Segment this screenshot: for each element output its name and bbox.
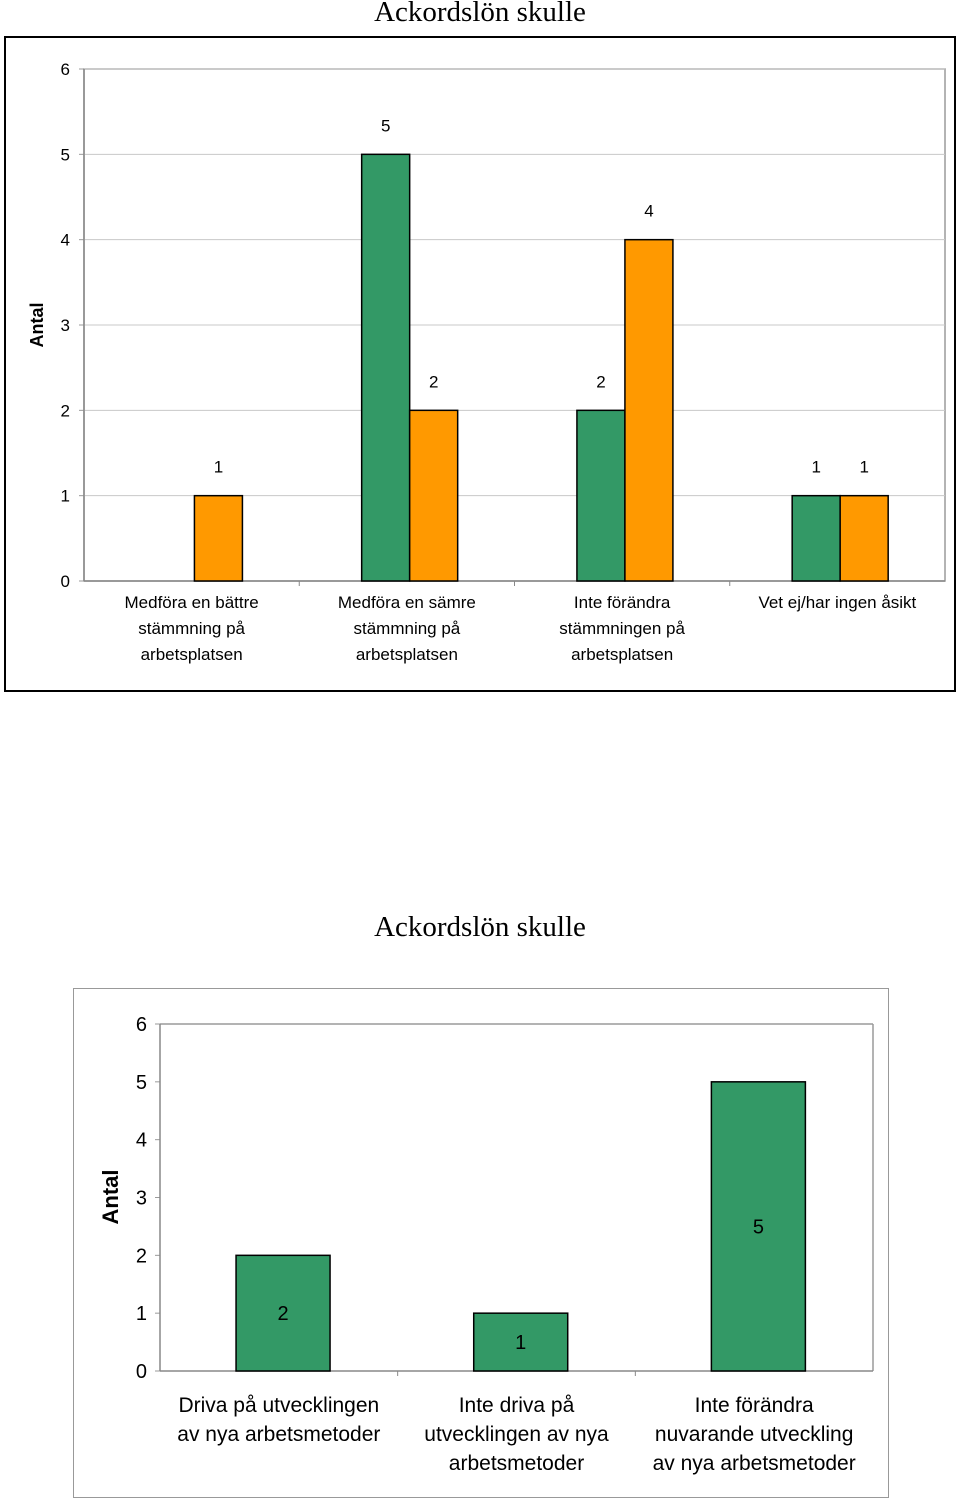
chart-2-y-tick-label: 0 xyxy=(136,1361,147,1383)
chart-1-y-tick-label: 3 xyxy=(61,316,70,335)
chart-1-bar xyxy=(839,494,889,582)
chart-1-y-tick-label: 5 xyxy=(61,145,70,164)
chart-1-bar xyxy=(791,494,841,582)
chart-2-data-label: 5 xyxy=(753,1216,764,1238)
chart-2-y-tick-label: 1 xyxy=(136,1303,147,1325)
chart-1-data-label: 1 xyxy=(214,458,223,477)
chart-2-category-label: Inte förändra xyxy=(695,1394,814,1417)
chart-1-data-label: 2 xyxy=(596,372,605,391)
chart-1-y-tick-label: 2 xyxy=(61,401,70,420)
chart-1-y-axis-label: Antal xyxy=(27,303,47,348)
chart-2-y-axis-label: Antal xyxy=(98,1170,123,1225)
chart-2-category-label: av nya arbetsmetoder xyxy=(177,1423,380,1446)
chart-1-category-label: Inte förändra xyxy=(574,593,671,612)
chart-1-category-label: Vet ej/har ingen åsikt xyxy=(758,593,916,612)
chart-2-bar xyxy=(710,1081,807,1372)
chart-2-bar xyxy=(472,1312,569,1372)
chart-1-title: Ackordslön skulle xyxy=(374,0,586,28)
chart-2-category-label: Inte driva på xyxy=(459,1394,575,1417)
chart-1-bar xyxy=(576,409,626,582)
chart-1-bar xyxy=(193,494,244,582)
chart-1-y-tick-label: 6 xyxy=(61,60,70,79)
chart-1-category-label: Medföra en sämre xyxy=(338,593,476,612)
chart-2-category-label: arbetsmetoder xyxy=(449,1452,584,1475)
chart-2-category-label: Driva på utvecklingen xyxy=(178,1394,379,1417)
chart-2-title: Ackordslön skulle xyxy=(374,911,586,943)
chart-1-category-label: Medföra en bättre xyxy=(125,593,259,612)
chart-2-y-tick-label: 5 xyxy=(136,1072,147,1094)
chart-1-category-label: arbetsplatsen xyxy=(571,645,673,664)
chart-1-category-label: stämmning på xyxy=(138,619,245,638)
chart-2-data-label: 2 xyxy=(277,1303,288,1325)
chart-2-bar xyxy=(235,1254,331,1372)
chart-1-data-label: 1 xyxy=(811,458,820,477)
chart-2-category-label: nuvarande utveckling xyxy=(655,1423,853,1446)
chart-1-bar xyxy=(360,153,411,582)
chart-1-data-label: 1 xyxy=(859,458,868,477)
chart-1-bar xyxy=(408,409,459,582)
chart-1-data-label: 5 xyxy=(381,116,390,135)
chart-1-bar xyxy=(624,238,674,582)
chart-2-category-label: av nya arbetsmetoder xyxy=(653,1452,856,1475)
chart-1-data-label: 4 xyxy=(644,202,653,221)
chart-1-y-tick-label: 1 xyxy=(61,487,70,506)
chart-1-y-tick-label: 0 xyxy=(61,572,70,591)
chart-1-category-label: arbetsplatsen xyxy=(141,645,243,664)
chart-1-category-label: stämmning på xyxy=(353,619,460,638)
chart-2-y-tick-label: 2 xyxy=(136,1245,147,1267)
chart-1-y-tick-label: 4 xyxy=(61,231,70,250)
chart-1-data-label: 2 xyxy=(429,372,438,391)
chart-2-data-label: 1 xyxy=(515,1332,526,1354)
chart-2-y-tick-label: 3 xyxy=(136,1188,147,1210)
chart-2-y-tick-label: 4 xyxy=(136,1130,147,1152)
chart-1-category-label: stämmningen på xyxy=(559,619,685,638)
chart-2-y-tick-label: 6 xyxy=(136,1014,147,1036)
chart-1-category-label: arbetsplatsen xyxy=(356,645,458,664)
chart-2-category-label: utvecklingen av nya xyxy=(424,1423,609,1446)
